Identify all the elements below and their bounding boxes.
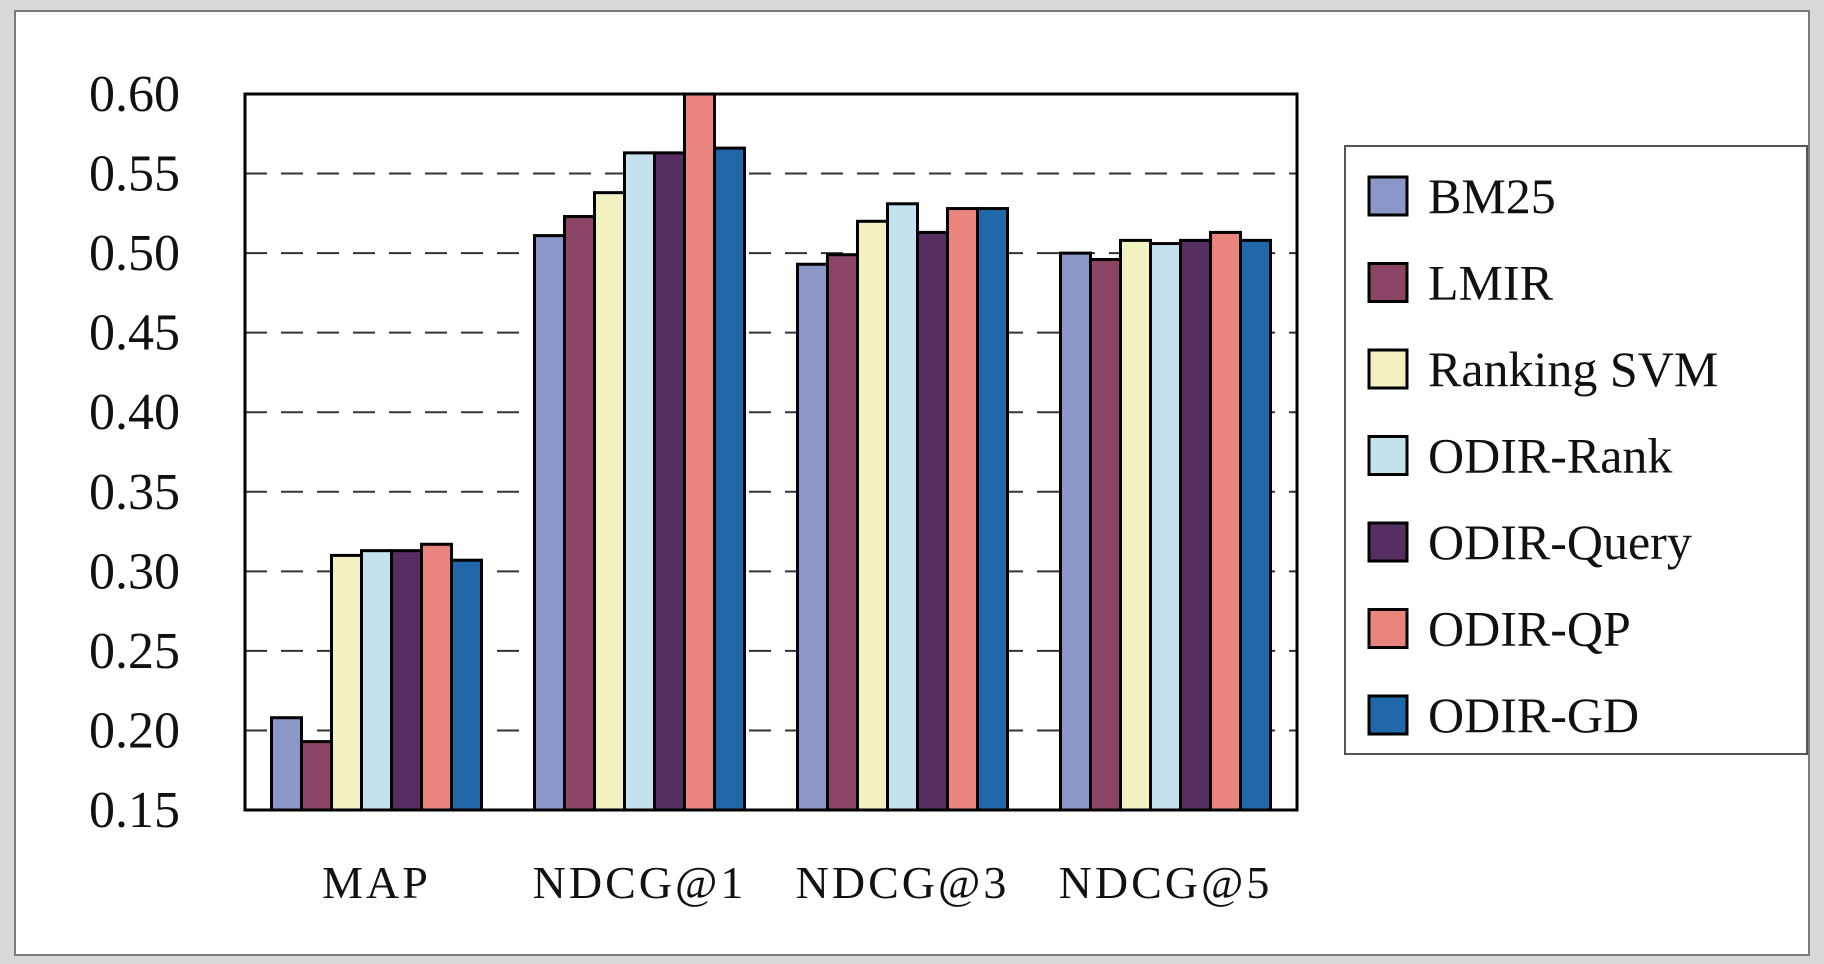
- bar: [916, 230, 949, 812]
- bar: [713, 146, 746, 812]
- bar: [390, 549, 423, 812]
- x-category-label: NDCG@5: [1059, 857, 1273, 908]
- bar: [623, 151, 656, 812]
- y-tick-label: 0.30: [89, 543, 180, 600]
- plot-border: [243, 92, 1299, 812]
- bar: [1119, 238, 1152, 812]
- legend-swatch: [1367, 348, 1409, 390]
- legend-swatch: [1367, 262, 1409, 303]
- legend-swatch: [1367, 175, 1409, 217]
- x-category-label: MAP: [322, 857, 431, 908]
- y-tick-label: 0.55: [89, 146, 180, 203]
- bar: [593, 191, 626, 812]
- bar: [270, 716, 303, 812]
- bar: [826, 253, 859, 812]
- legend-label: ODIR-QP: [1428, 601, 1631, 657]
- bar: [683, 92, 716, 812]
- bar: [976, 207, 1009, 812]
- legend-label: ODIR-Query: [1428, 514, 1692, 570]
- bar: [330, 553, 363, 812]
- bar: [856, 219, 889, 812]
- x-category-label: NDCG@1: [533, 857, 747, 908]
- bar: [946, 207, 979, 812]
- bar-layer: [270, 92, 1272, 812]
- bar: [1149, 242, 1182, 812]
- bar: [563, 215, 596, 812]
- legend-swatch: [1367, 694, 1409, 736]
- y-tick-label: 0.45: [89, 305, 180, 362]
- y-tick-label: 0.50: [89, 225, 180, 282]
- y-tick-label: 0.40: [89, 384, 180, 441]
- bar: [420, 542, 453, 812]
- legend-box: [1344, 145, 1808, 755]
- legend-swatch: [1367, 435, 1409, 476]
- y-tick-label: 0.60: [89, 66, 180, 123]
- bar: [1179, 238, 1212, 812]
- bar: [1239, 238, 1272, 812]
- y-tick-label: 0.15: [89, 782, 180, 839]
- y-tick-label: 0.25: [89, 623, 180, 680]
- bar: [450, 558, 483, 812]
- bar: [886, 202, 919, 812]
- legend-label: ODIR-GD: [1428, 687, 1639, 743]
- bar: [1059, 251, 1092, 812]
- axis-layer: 0.15 0.20 0.25 0.30 0.35 0.40 0.45 0.50 0.55 0.60…: [89, 66, 1299, 908]
- legend-label: BM25: [1428, 168, 1556, 224]
- legend-label: ODIR-Rank: [1428, 428, 1672, 484]
- bar: [360, 549, 393, 812]
- legend-label: Ranking SVM: [1428, 341, 1718, 397]
- legend-swatch: [1367, 521, 1409, 563]
- bar: [300, 740, 333, 812]
- bar: [653, 151, 686, 812]
- y-tick-label: 0.35: [89, 464, 180, 521]
- bar: [1089, 257, 1122, 812]
- bar: [533, 234, 566, 812]
- y-tick-label: 0.20: [89, 702, 180, 759]
- bar: [1209, 230, 1242, 812]
- legend-swatch: [1367, 608, 1409, 649]
- legend: BM25 LMIR Ranking SVM ODIR-Rank ODIR-Query OD…: [1344, 145, 1808, 755]
- x-category-label: NDCG@3: [796, 857, 1010, 908]
- bar: [796, 262, 829, 812]
- legend-label: LMIR: [1428, 255, 1554, 311]
